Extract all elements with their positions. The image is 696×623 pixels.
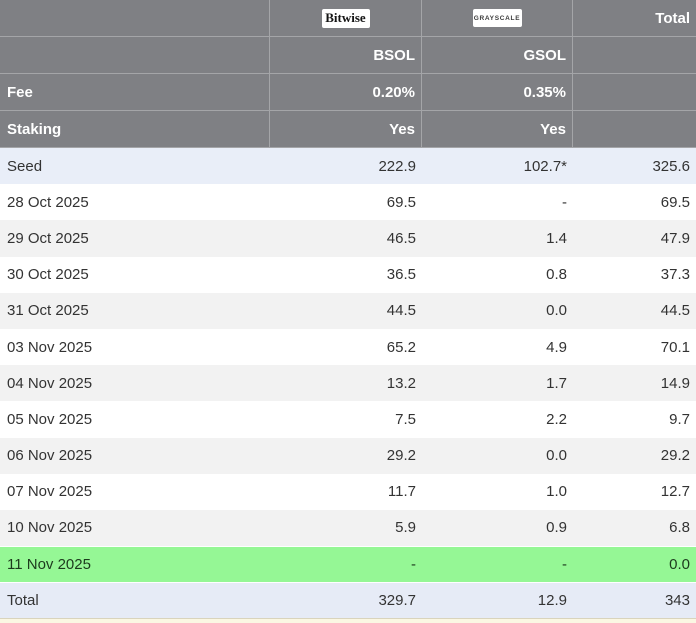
table-row: 05 Nov 2025 7.5 2.2 9.7 [0, 401, 696, 438]
row-label: Total [7, 592, 39, 610]
row-label: 07 Nov 2025 [7, 483, 93, 501]
bsol-value: 46.5 [386, 229, 416, 247]
total-value: 6.8 [669, 519, 690, 537]
gsol-value: 0.0 [546, 447, 567, 465]
table-row: 31 Oct 2025 44.5 0.0 44.5 [0, 292, 696, 329]
next-row-partial-strip [0, 618, 696, 623]
total-value: 44.5 [660, 302, 690, 320]
total-value: 70.1 [660, 338, 690, 356]
bitwise-logo-text: Bitwise [325, 10, 366, 25]
bsol-ticker: BSOL [270, 37, 422, 73]
gsol-value: 0.8 [546, 266, 567, 284]
gsol-value: - [562, 556, 567, 574]
table-row: 30 Oct 2025 36.5 0.8 37.3 [0, 256, 696, 293]
gsol-value: - [562, 193, 567, 211]
table-row: 04 Nov 2025 13.2 1.7 14.9 [0, 365, 696, 402]
gsol-value: 102.7* [523, 157, 567, 175]
ticker-row-label [0, 37, 270, 73]
gsol-value: 1.7 [546, 374, 567, 392]
table-row-current-day: 11 Nov 2025 - - 0.0 [0, 546, 696, 583]
bsol-value: 11.7 [387, 483, 416, 501]
staking-gsol: Yes [422, 111, 573, 147]
total-value: 37.3 [660, 266, 690, 284]
bitwise-logo-cell: Bitwise [270, 0, 422, 36]
bsol-value: 222.9 [378, 157, 416, 175]
total-value: 343 [664, 592, 690, 610]
table-row-seed: Seed 222.9 102.7* 325.6 [0, 148, 696, 185]
total-value: 69.5 [660, 193, 690, 211]
grayscale-logo: GRAYSCALE [472, 9, 522, 27]
total-value: 14.9 [660, 374, 690, 392]
gsol-value: 1.0 [546, 483, 567, 501]
gsol-value: 1.4 [546, 229, 567, 247]
staking-row: Staking Yes Yes [0, 111, 696, 148]
bsol-value: 5.9 [395, 519, 416, 537]
staking-total [573, 111, 696, 147]
row-label: 29 Oct 2025 [7, 229, 89, 247]
total-value: 29.2 [660, 447, 690, 465]
row-label: 31 Oct 2025 [7, 302, 89, 320]
fee-total [573, 74, 696, 110]
gsol-value: 2.2 [546, 410, 567, 428]
bsol-value: 329.7 [378, 592, 416, 610]
ticker-row: BSOL GSOL [0, 37, 696, 74]
table-row-total: Total 329.7 12.9 343 [0, 582, 696, 619]
table-row: 10 Nov 2025 5.9 0.9 6.8 [0, 509, 696, 547]
bsol-value: 65.2 [386, 338, 416, 356]
gsol-ticker: GSOL [422, 37, 573, 73]
row-label: 06 Nov 2025 [7, 447, 93, 465]
total-value: 325.6 [652, 157, 690, 175]
grayscale-logo-cell: GRAYSCALE [422, 0, 573, 36]
table-row: 28 Oct 2025 69.5 - 69.5 [0, 184, 696, 221]
gsol-value: 0.0 [546, 302, 567, 320]
gsol-value: 0.9 [546, 519, 567, 537]
total-value: 47.9 [660, 229, 690, 247]
bsol-value: 36.5 [386, 266, 416, 284]
total-value: 9.7 [669, 410, 690, 428]
row-label: 30 Oct 2025 [7, 266, 89, 284]
row-label: 11 Nov 2025 [7, 556, 91, 574]
bsol-value: - [411, 556, 416, 574]
row-label: 05 Nov 2025 [7, 410, 93, 428]
fee-label: Fee [0, 74, 270, 110]
total-header-cell: Total [655, 9, 690, 27]
total-value: 0.0 [669, 556, 690, 574]
bsol-value: 7.5 [395, 410, 416, 428]
fee-bsol: 0.20% [270, 74, 422, 110]
table-row: 06 Nov 2025 29.2 0.0 29.2 [0, 437, 696, 474]
gsol-value: 4.9 [546, 338, 567, 356]
gsol-value: 12.9 [537, 592, 567, 610]
fee-row: Fee 0.20% 0.35% [0, 74, 696, 111]
bsol-value: 13.2 [386, 374, 416, 392]
table-row: 29 Oct 2025 46.5 1.4 47.9 [0, 220, 696, 257]
staking-label: Staking [0, 111, 270, 147]
row-label: Seed [7, 157, 43, 175]
table-row: 03 Nov 2025 65.2 4.9 70.1 [0, 328, 696, 366]
provider-logo-row: Bitwise GRAYSCALE Total [0, 0, 696, 37]
row-label: 10 Nov 2025 [7, 519, 93, 537]
bsol-value: 44.5 [386, 302, 416, 320]
row-label: 04 Nov 2025 [7, 374, 93, 392]
bitwise-logo: Bitwise [321, 8, 370, 28]
grayscale-logo-text: GRAYSCALE [473, 14, 521, 22]
bsol-value: 69.5 [386, 193, 416, 211]
table-row: 07 Nov 2025 11.7 1.0 12.7 [0, 473, 696, 510]
ticker-row-total [573, 37, 696, 73]
empty-corner-cell [0, 0, 270, 36]
row-label: 28 Oct 2025 [7, 193, 89, 211]
row-label: 03 Nov 2025 [7, 338, 93, 356]
total-value: 12.7 [660, 483, 690, 501]
fee-gsol: 0.35% [422, 74, 573, 110]
staking-bsol: Yes [270, 111, 422, 147]
bsol-value: 29.2 [386, 447, 416, 465]
